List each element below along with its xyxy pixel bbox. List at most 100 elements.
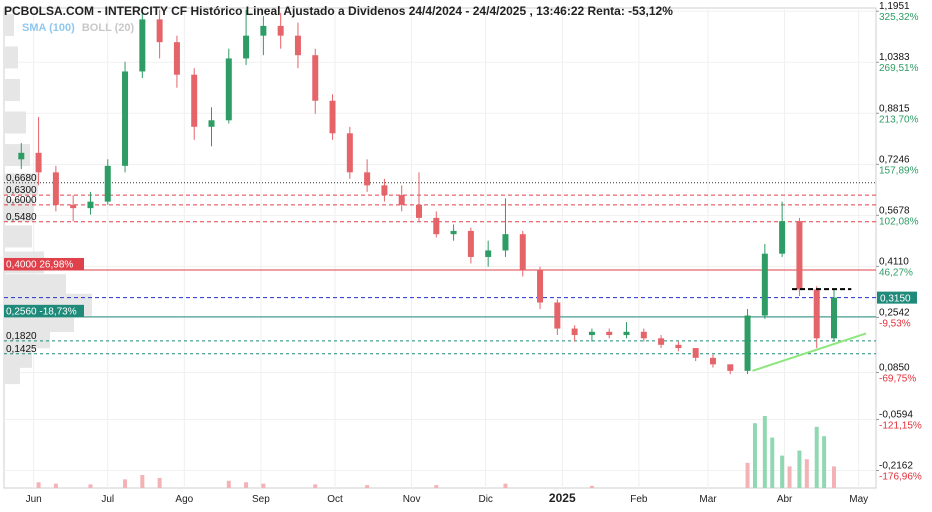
candle-body <box>18 152 25 160</box>
plot-frame <box>3 7 877 489</box>
x-tick-label: Dic <box>478 494 492 505</box>
volume-bar <box>123 479 128 488</box>
volume-profile-bar <box>4 225 32 248</box>
volume-profile-bar <box>4 111 26 134</box>
y-tick-label: 0,8815 <box>879 103 910 114</box>
candle-body <box>450 230 457 235</box>
indicator-legend: SMA (100) BOLL (20) <box>22 22 134 34</box>
candle-body <box>243 35 250 59</box>
candle-body <box>225 58 232 121</box>
volume-bar <box>503 483 508 488</box>
candle-body <box>87 201 94 209</box>
y-tick-pct-label: 269,51% <box>879 63 919 74</box>
volume-bar <box>140 475 145 488</box>
x-tick-label: Mar <box>699 494 717 505</box>
candle-body <box>744 315 751 371</box>
y-tick-label: 0,4110 <box>879 256 909 267</box>
boll-indicator-label[interactable]: BOLL (20) <box>81 22 135 34</box>
volume-profile-bar <box>4 78 20 101</box>
candle-body <box>277 25 284 36</box>
volume-profile-bar <box>4 144 30 167</box>
candle-body <box>104 165 111 202</box>
candle-body <box>70 204 77 209</box>
volume-profile-bar <box>4 173 38 196</box>
x-tick-label: Nov <box>403 494 421 505</box>
volume-bar <box>226 480 231 488</box>
y-tick-pct-label: -176,96% <box>879 471 922 482</box>
level-label: 0,6300 <box>6 185 37 196</box>
candle-body <box>485 250 492 257</box>
volume-bar <box>797 450 802 488</box>
volume-bar <box>157 477 162 488</box>
candle-body <box>467 230 474 257</box>
candle-body <box>35 152 42 173</box>
volume-profile-bar <box>4 274 66 297</box>
level-label: 0,2560 -18,73% <box>6 306 77 317</box>
candle-body <box>537 269 544 303</box>
volume-bar <box>53 483 58 488</box>
candle-body <box>329 100 336 134</box>
y-tick-label: 0,2542 <box>879 307 910 318</box>
x-tick-label: 2025 <box>549 491 576 505</box>
volume-bar <box>814 426 819 488</box>
candle-body <box>260 25 267 36</box>
chart-title: PCBOLSA.COM - INTERCITY CF Histórico Lin… <box>4 4 673 18</box>
volume-bar <box>36 482 41 488</box>
volume-bar <box>770 437 775 488</box>
volume-bar <box>313 484 318 488</box>
candle-body <box>398 195 405 205</box>
y-tick-pct-label: -69,75% <box>879 373 916 384</box>
candle-body <box>346 133 353 173</box>
x-tick-label: Feb <box>630 494 648 505</box>
candle-body <box>709 357 716 365</box>
volume-bar <box>745 462 750 488</box>
volume-bar <box>261 483 266 488</box>
current-price-badge <box>877 291 917 304</box>
support-trendline <box>752 332 867 372</box>
sma-indicator-label[interactable]: SMA (100) <box>22 22 75 34</box>
y-tick-pct-label: -121,15% <box>879 420 922 431</box>
volume-bar <box>589 485 594 488</box>
candle-body <box>416 204 423 218</box>
candle-body <box>364 172 371 186</box>
y-tick-label: 0,5678 <box>879 205 910 216</box>
candle-body <box>623 331 630 336</box>
volume-bar <box>88 484 93 488</box>
x-tick-label: Abr <box>777 494 793 505</box>
candle-body <box>640 331 647 339</box>
level-label-box <box>4 257 84 270</box>
y-tick-pct-label: 46,27% <box>879 267 913 278</box>
volume-bar <box>752 423 757 488</box>
x-tick-label: Oct <box>327 494 343 505</box>
volume-bar <box>822 436 827 488</box>
volume-bar <box>762 416 767 488</box>
candle-body <box>433 217 440 235</box>
candle-body <box>588 331 595 336</box>
current-price-label: 0,3150 <box>880 294 911 305</box>
candle-body <box>571 328 578 336</box>
level-label: 0,5480 <box>6 212 37 223</box>
level-label: 0,6000 <box>6 195 37 206</box>
candle-body <box>294 35 301 56</box>
candle-body <box>554 302 561 329</box>
candle-body <box>727 364 734 371</box>
candle-body <box>208 120 215 127</box>
candle-body <box>796 221 803 290</box>
level-label-box <box>4 304 84 317</box>
candle-body <box>606 331 613 336</box>
y-tick-pct-label: 325,32% <box>879 12 919 23</box>
level-label: 0,4000 26,98% <box>6 259 73 270</box>
candle-body <box>381 185 388 196</box>
candle-body <box>831 297 838 339</box>
y-tick-pct-label: 102,08% <box>879 216 919 227</box>
y-tick-label: 1,0383 <box>879 52 910 63</box>
y-tick-label: -0,2162 <box>879 460 913 471</box>
candle-body <box>52 172 59 205</box>
volume-profile-bar <box>4 13 14 36</box>
y-tick-pct-label: 213,70% <box>879 114 919 125</box>
volume-profile-bar <box>4 46 18 69</box>
volume-bar <box>832 466 837 488</box>
candle-body <box>122 71 129 166</box>
